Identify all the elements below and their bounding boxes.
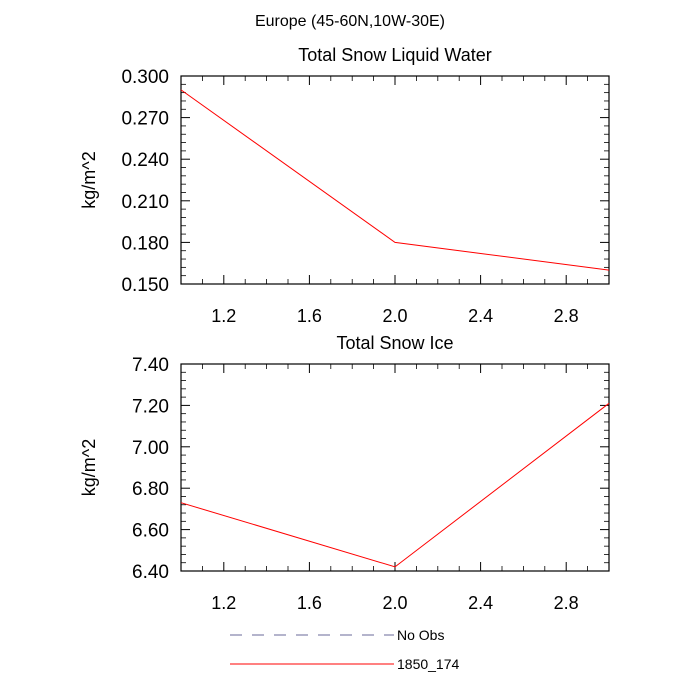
x-tick-label: 1.2 bbox=[211, 306, 236, 326]
x-tick-label: 1.2 bbox=[211, 593, 236, 613]
x-tick-label: 2.4 bbox=[468, 306, 493, 326]
y-tick-label: 6.60 bbox=[132, 521, 169, 542]
y-tick-label: 7.40 bbox=[132, 355, 169, 376]
chart-title: Total Snow Liquid Water bbox=[298, 45, 491, 65]
x-tick-label: 2.8 bbox=[554, 593, 579, 613]
chart-title: Total Snow Ice bbox=[336, 333, 453, 353]
x-tick-label: 2.4 bbox=[468, 593, 493, 613]
y-tick-label: 0.210 bbox=[121, 192, 169, 213]
plot-frame bbox=[180, 363, 610, 572]
plot-frame bbox=[180, 75, 610, 285]
series-line bbox=[180, 402, 610, 568]
y-axis-label: kg/m^2 bbox=[79, 439, 99, 496]
y-tick-label: 0.270 bbox=[121, 109, 169, 130]
x-tick-label: 2.8 bbox=[554, 306, 579, 326]
chart-panel-snow-ice: Total Snow Ice kg/m^2 1.2 1.6 2.0 2.4 2.8 6.40 6… bbox=[79, 333, 610, 613]
legend: No Obs 1850_174 bbox=[230, 627, 460, 672]
figure-suptitle: Europe (45-60N,10W-30E) bbox=[255, 13, 445, 30]
series-line bbox=[180, 89, 610, 271]
y-axis-label: kg/m^2 bbox=[79, 151, 99, 208]
y-tick-label: 6.40 bbox=[132, 562, 169, 583]
y-tick-label: 6.80 bbox=[132, 479, 169, 500]
y-tick-label: 0.240 bbox=[121, 150, 169, 171]
y-tick-label: 0.150 bbox=[121, 275, 169, 296]
y-tick-label: 7.00 bbox=[132, 438, 169, 459]
chart-panel-snow-liquid-water: Total Snow Liquid Water kg/m^2 1.2 1.6 2.0 2.… bbox=[79, 45, 610, 326]
y-tick-label: 0.180 bbox=[121, 233, 169, 254]
x-tick-label: 2.0 bbox=[382, 306, 407, 326]
x-tick-label: 1.6 bbox=[297, 306, 322, 326]
legend-label-1: No Obs bbox=[397, 627, 444, 643]
legend-label-2: 1850_174 bbox=[397, 656, 460, 672]
x-tick-label: 2.0 bbox=[382, 593, 407, 613]
y-tick-label: 0.300 bbox=[121, 67, 169, 88]
x-tick-label: 1.6 bbox=[297, 593, 322, 613]
y-tick-label: 7.20 bbox=[132, 396, 169, 417]
